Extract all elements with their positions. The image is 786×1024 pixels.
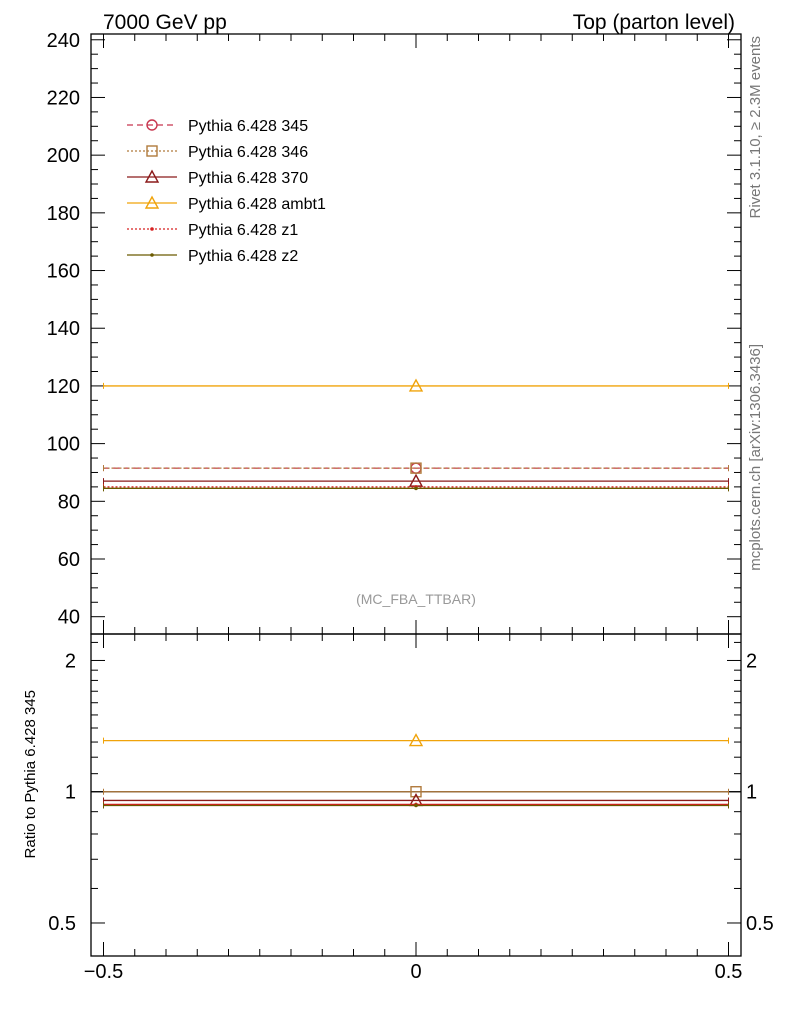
legend-marker — [144, 169, 160, 183]
legend-entry: Pythia 6.428 345 — [127, 118, 308, 135]
legend-label: Pythia 6.428 z2 — [188, 248, 298, 265]
legend-entry: Pythia 6.428 z2 — [127, 248, 298, 265]
legend-marker — [150, 253, 154, 257]
series-Pythia-6428-z2 — [103, 485, 729, 492]
series-Pythia-6428-370 — [103, 473, 729, 487]
y-tick-label: 40 — [58, 607, 80, 629]
series-Pythia-6428-346 — [103, 462, 729, 474]
x-tick-label: −0.5 — [84, 961, 123, 983]
y-tick-label: 120 — [47, 376, 80, 398]
legend-entry: Pythia 6.428 370 — [127, 169, 308, 187]
main-y-tick-labels: 40 60 80 100 120 140 160 180 200 220 240 — [47, 30, 80, 629]
y-tick-label: 140 — [47, 318, 80, 340]
ratio-y-tick-label: 1 — [65, 782, 76, 804]
legend-marker — [144, 195, 160, 209]
y-tick-label: 160 — [47, 261, 80, 283]
observable-label: Top (parton level) — [573, 11, 735, 34]
ratio-series-Pythia-6428-346 — [103, 786, 729, 798]
ratio-series-marker — [414, 803, 418, 808]
ratio-panel: 0.5 0.5 1 1 2 2 Ratio to Pythia 6.428 345 — [22, 633, 774, 957]
main-series — [103, 378, 729, 492]
series-marker — [414, 486, 418, 491]
ratio-y-tick-label-right: 0.5 — [746, 913, 774, 935]
ratio-y-tick-label: 0.5 — [48, 913, 76, 935]
legend-label: Pythia 6.428 370 — [188, 170, 308, 187]
legend: Pythia 6.428 345 Pythia 6.428 346 Pythia 6… — [127, 118, 326, 265]
series-marker — [408, 378, 424, 392]
ratio-series-marker — [408, 733, 424, 747]
energy-label: 7000 GeV pp — [103, 11, 227, 34]
legend-label: Pythia 6.428 346 — [188, 144, 308, 161]
mcplots-reference-label: mcplots.cern.ch [arXiv:1306.3436] — [747, 344, 764, 571]
rivet-version-label: Rivet 3.1.10, ≥ 2.3M events — [747, 36, 764, 219]
ratio-y-axis-label: Ratio to Pythia 6.428 345 — [22, 690, 39, 858]
legend-entry: Pythia 6.428 ambt1 — [127, 195, 326, 213]
ratio-y-tick-label: 2 — [65, 650, 76, 672]
legend-label: Pythia 6.428 ambt1 — [188, 196, 326, 213]
y-tick-label: 200 — [47, 145, 80, 167]
ratio-series-Pythia-6428-ambt1 — [103, 733, 729, 747]
legend-marker — [150, 227, 154, 231]
x-tick-label: 0 — [410, 961, 421, 983]
ratio-y-tick-label-right: 2 — [746, 650, 757, 672]
ratio-axis-ticks — [91, 634, 741, 956]
series-marker — [410, 462, 422, 474]
legend-entry: Pythia 6.428 346 — [127, 144, 308, 161]
y-tick-label: 180 — [47, 203, 80, 225]
legend-label: Pythia 6.428 345 — [188, 118, 308, 135]
main-axis-ticks — [91, 34, 741, 634]
legend-entry: Pythia 6.428 z1 — [127, 222, 298, 239]
ratio-series-Pythia-6428-z2 — [103, 802, 729, 809]
ratio-series-marker — [410, 786, 422, 798]
legend-label: Pythia 6.428 z1 — [188, 222, 298, 239]
legend-marker — [146, 145, 158, 157]
analysis-watermark: (MC_FBA_TTBAR) — [356, 591, 476, 607]
ratio-y-tick-label-right: 1 — [746, 782, 757, 804]
ratio-series — [91, 733, 741, 809]
x-tick-label: 0.5 — [715, 961, 743, 983]
legend-marker — [146, 119, 158, 131]
main-panel: 40 60 80 100 120 140 160 180 200 220 240 (MC_FBA_T… — [47, 30, 742, 635]
y-tick-label: 60 — [58, 549, 80, 571]
y-tick-label: 80 — [58, 491, 80, 513]
ratio-y-tick-labels: 0.5 0.5 1 1 2 2 — [48, 650, 774, 935]
y-tick-label: 240 — [47, 30, 80, 52]
y-tick-label: 100 — [47, 434, 80, 456]
series-Pythia-6428-ambt1 — [103, 378, 729, 392]
y-tick-label: 220 — [47, 87, 80, 109]
x-tick-labels: −0.5 0 0.5 — [84, 961, 743, 983]
